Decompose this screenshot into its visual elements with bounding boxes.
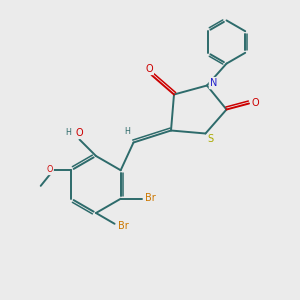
Text: H: H <box>124 128 130 136</box>
Text: Br: Br <box>118 220 129 231</box>
Text: N: N <box>210 78 217 88</box>
Text: O: O <box>46 165 53 174</box>
Text: O: O <box>145 64 153 74</box>
Text: S: S <box>208 134 214 145</box>
Text: O: O <box>251 98 259 108</box>
Text: Br: Br <box>145 193 156 203</box>
Text: O: O <box>76 128 83 138</box>
Text: H: H <box>65 128 71 137</box>
